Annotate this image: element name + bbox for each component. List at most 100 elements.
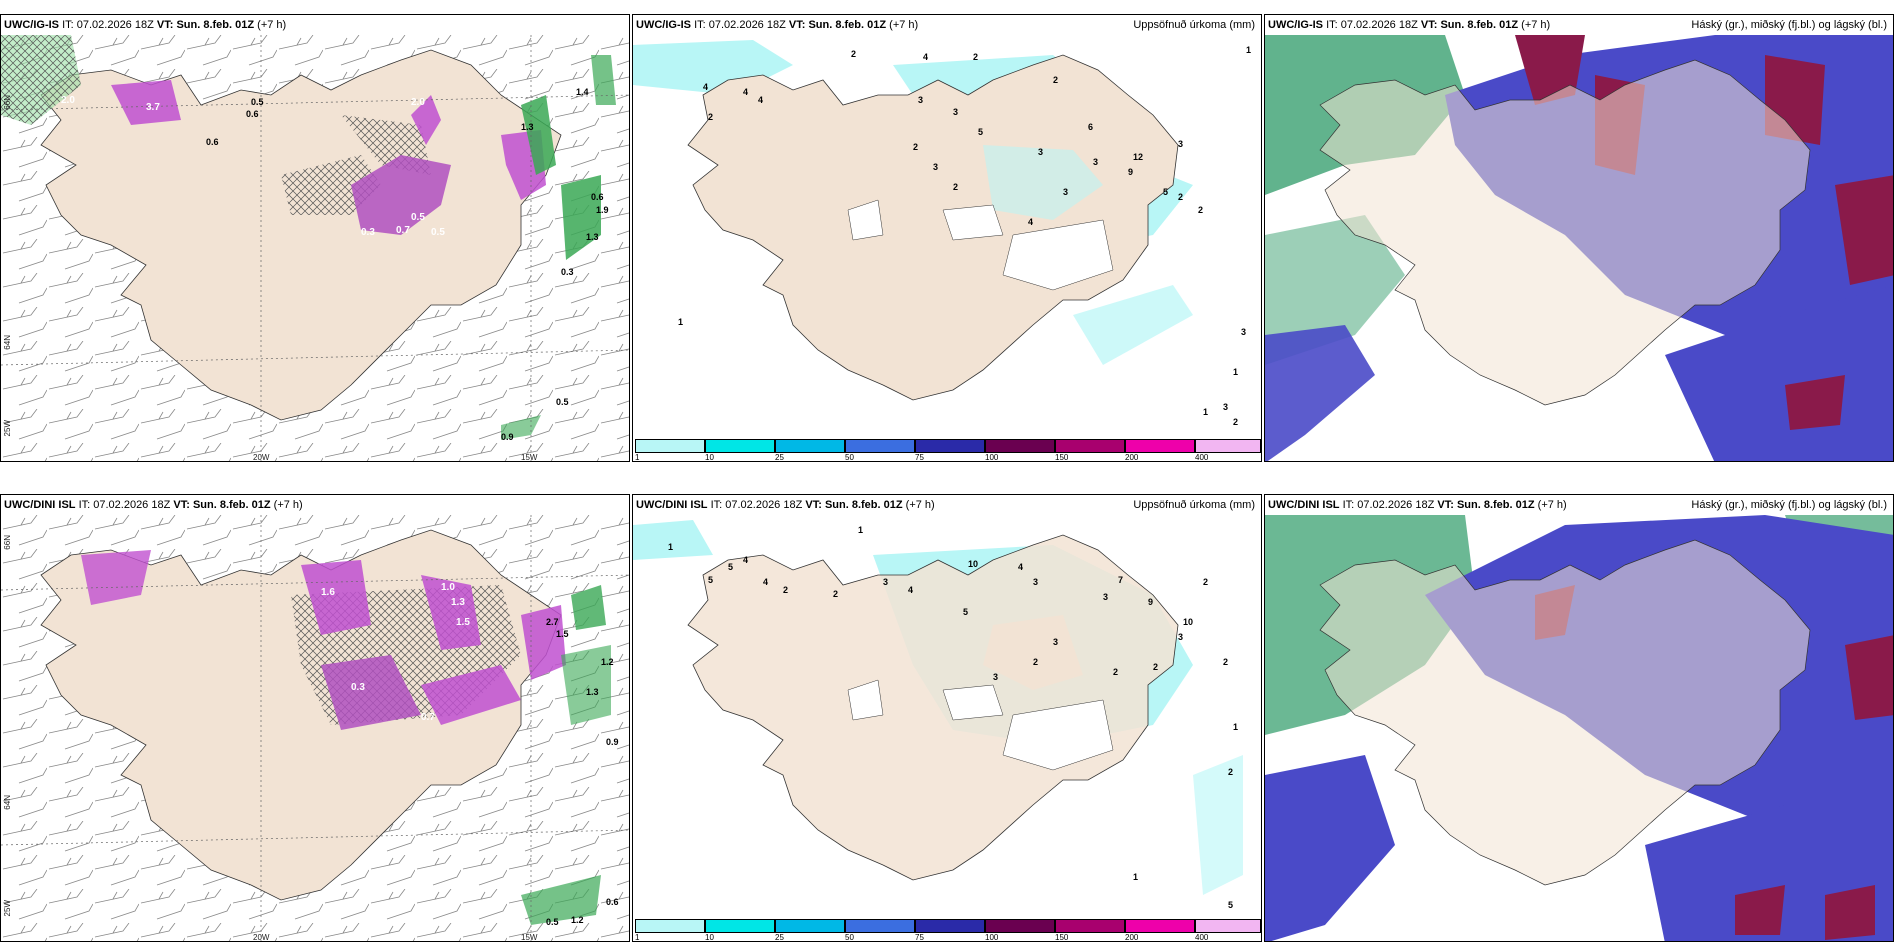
precip-legend: 1 10 25 50 75 100 150 200 400: [633, 919, 1261, 941]
legend-swatch: [1125, 439, 1195, 453]
vt-value: Sun. 8.feb. 01Z: [1440, 19, 1519, 31]
map-value-label: 2: [1033, 657, 1038, 667]
lead-time: (+7 h): [257, 19, 287, 31]
glacier-area: [847, 679, 884, 721]
map-value-label: 10: [968, 559, 978, 569]
model-name: UWC/DINI ISL: [636, 499, 708, 511]
map-value-label: 4: [923, 52, 928, 62]
map-value-label: 2: [973, 52, 978, 62]
map-value-label: 3: [1223, 402, 1228, 412]
it-value: 07.02.2026 18Z: [725, 499, 803, 511]
legend-tick: 1: [635, 453, 640, 462]
map-value-label: 4: [703, 82, 708, 92]
snow-area: [81, 550, 151, 605]
snow-area: [301, 560, 371, 635]
panel-cloud-top: UWC/IG-IS IT: 07.02.2026 18Z VT: Sun. 8.…: [1264, 14, 1894, 462]
it-label: IT:: [1342, 499, 1355, 511]
map-value-label: 1.5: [456, 617, 470, 628]
map-value-label: 2: [783, 585, 788, 595]
precip-legend: 1 10 25 50 75 100 150 200 400: [633, 439, 1261, 461]
cloud-mid-area: [1265, 325, 1375, 461]
cloud-high-area: [1845, 635, 1893, 720]
map-value-label: 1.0: [441, 582, 455, 593]
panel-header: UWC/IG-IS IT: 07.02.2026 18Z VT: Sun. 8.…: [1265, 15, 1893, 35]
map-value-label: 1: [668, 542, 673, 552]
lat-label: 25W: [3, 420, 12, 437]
legend-swatch: [845, 439, 915, 453]
map-value-label: 9: [1148, 597, 1153, 607]
rain-area: [521, 875, 601, 925]
cloud-low-area: [1265, 215, 1405, 365]
cloud-map: [1265, 35, 1893, 461]
map-value-label: 4: [743, 555, 748, 565]
map-value-label: 0.5: [411, 212, 425, 223]
map-value-label: 2: [833, 589, 838, 599]
precip-title: Uppsöfnuð úrkoma (mm): [1133, 19, 1255, 31]
lon-label: 20W: [253, 933, 270, 942]
legend-swatch: [635, 919, 705, 933]
lat-label: 64N: [3, 795, 12, 810]
iceland-landmass: [40, 49, 562, 421]
lat-gridline: [1, 574, 629, 591]
map-value-label: 4: [743, 87, 748, 97]
map-value-label: 0.5: [251, 97, 264, 107]
map-value-label: 4: [1018, 562, 1023, 572]
glacier-area: [942, 684, 1004, 721]
legend-swatch: [775, 919, 845, 933]
precip-map: 4 2 4 4 2 4 2 3 3 2 5 3 2 6 3 3 12 9 3 5…: [633, 40, 1251, 441]
panel-snow-wind-top: UWC/IG-IS IT: 07.02.2026 18Z VT: Sun. 8.…: [0, 14, 630, 462]
map-value-label: 1.3: [521, 122, 534, 132]
map-value-label: 0.6: [591, 192, 604, 202]
map-value-label: 0.6: [606, 897, 619, 907]
map-value-label: 1: [1133, 872, 1138, 882]
map-value-label: 2.0: [411, 97, 425, 108]
legend-swatch: [705, 919, 775, 933]
lead-time: (+7 h): [889, 19, 919, 31]
legend-tick: 50: [845, 933, 854, 942]
map-value-label: 3: [1178, 139, 1183, 149]
snow-area: [421, 665, 521, 725]
map-value-label: 5: [1163, 187, 1168, 197]
map-value-label: 3: [1063, 187, 1068, 197]
map-value-label: 3: [1178, 632, 1183, 642]
vt-label: VT:: [173, 499, 190, 511]
map-value-label: 0.5: [546, 917, 559, 927]
map-value-label: 0.6: [206, 137, 219, 147]
legend-tick: 50: [845, 453, 854, 462]
map-value-label: 5: [728, 562, 733, 572]
it-value: 07.02.2026 18Z: [76, 19, 154, 31]
map-value-label: 3: [1241, 327, 1246, 337]
cloud-high-area: [1825, 885, 1875, 940]
map-value-label: 2: [1113, 667, 1118, 677]
map-value-label: 1: [1246, 45, 1251, 55]
map-value-label: 2: [851, 49, 856, 59]
map-value-label: 1.2: [601, 657, 614, 667]
cloud-high-area: [1735, 885, 1785, 935]
model-name: UWC/DINI ISL: [1268, 499, 1340, 511]
map-value-label: 3: [1033, 577, 1038, 587]
vt-value: Sun. 8.feb. 01Z: [192, 499, 271, 511]
panel-cloud-bottom: UWC/DINI ISL IT: 07.02.2026 18Z VT: Sun.…: [1264, 494, 1894, 942]
vt-value: Sun. 8.feb. 01Z: [808, 19, 887, 31]
glacier-area: [942, 204, 1004, 241]
legend-tick: 150: [1055, 933, 1069, 942]
legend-tick: 75: [915, 933, 924, 942]
precip-title: Uppsöfnuð úrkoma (mm): [1133, 499, 1255, 511]
legend-swatch: [635, 439, 705, 453]
map-value-label: 3: [883, 577, 888, 587]
map-value-label: 5: [978, 127, 983, 137]
map-value-label: 1.3: [586, 687, 599, 697]
snow-area: [411, 95, 441, 145]
legend-swatch: [985, 439, 1055, 453]
glacier-area: [1002, 699, 1114, 771]
it-value: 07.02.2026 18Z: [93, 499, 171, 511]
rain-area: [571, 585, 606, 630]
map-value-label: 1: [858, 525, 863, 535]
snow-area: [421, 575, 481, 650]
lat-gridline: [1, 829, 629, 846]
map-value-label: 5: [1228, 900, 1233, 910]
map-value-label: 1.5: [556, 629, 569, 639]
legend-tick: 25: [775, 453, 784, 462]
vt-value: Sun. 8.feb. 01Z: [1456, 499, 1535, 511]
legend-tick: 200: [1125, 933, 1139, 942]
